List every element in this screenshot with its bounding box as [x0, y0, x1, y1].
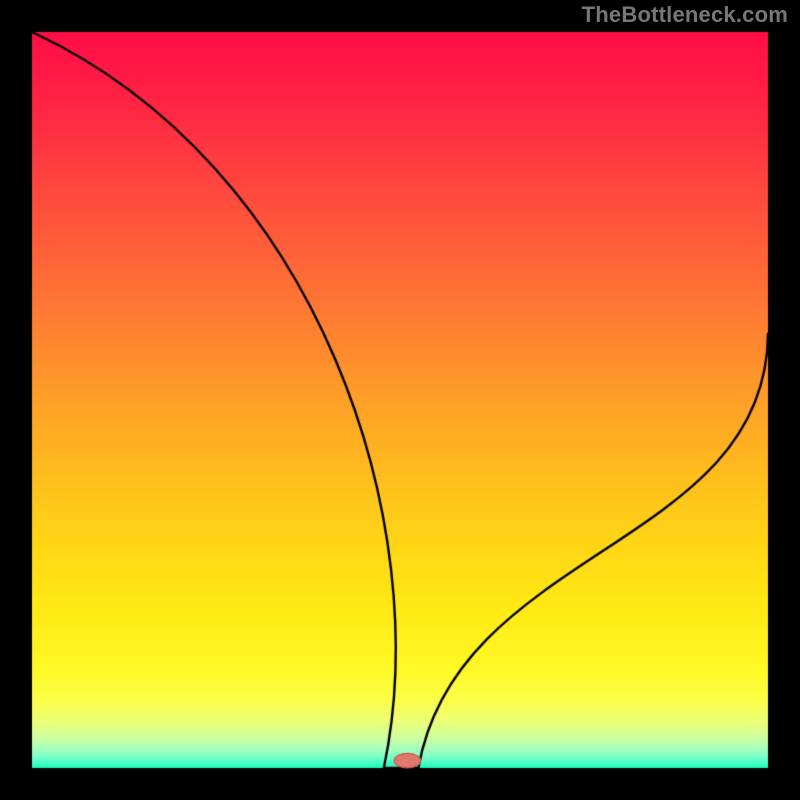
bottleneck-chart — [0, 0, 800, 800]
watermark-text: TheBottleneck.com — [582, 2, 788, 28]
